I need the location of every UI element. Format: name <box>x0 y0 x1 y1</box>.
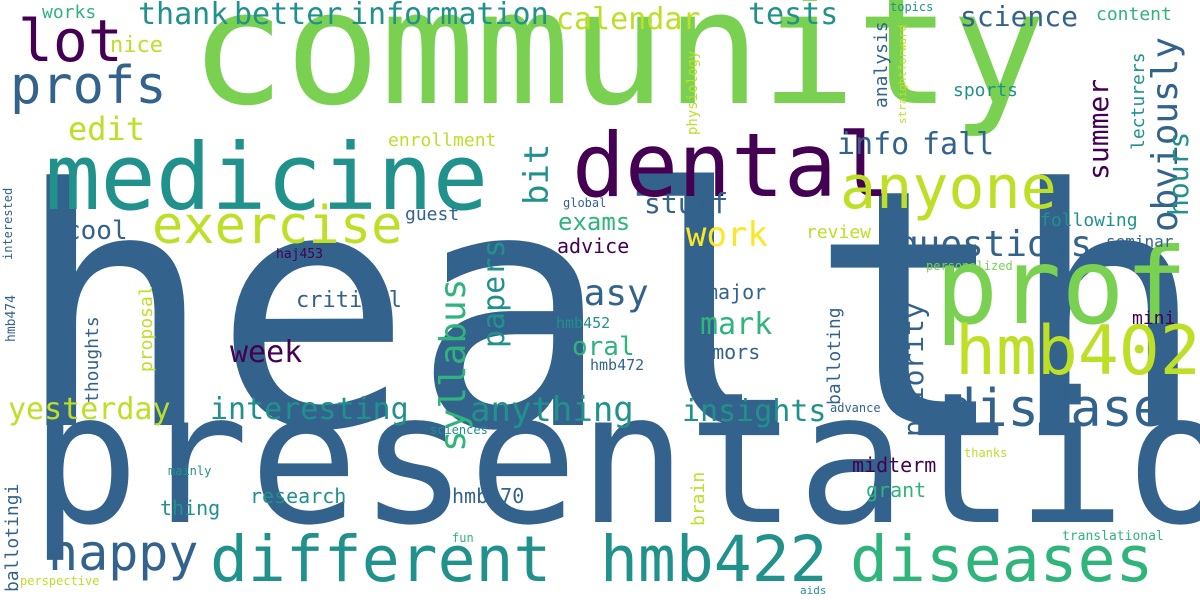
word-medicine: medicine <box>45 124 489 231</box>
word-advice: advice <box>557 234 630 258</box>
word-happy: happy <box>48 524 199 582</box>
word-presentation: presentation <box>30 353 1200 565</box>
word-thanks: thanks <box>964 446 1008 460</box>
word-advance: advance <box>830 401 881 415</box>
word-fun: fun <box>452 531 474 545</box>
word-hmb472: hmb472 <box>590 356 645 374</box>
word-thank: thank <box>138 0 229 32</box>
word-major: major <box>706 280 767 304</box>
word-perspective: perspective <box>20 574 100 588</box>
word-following: following <box>1040 210 1138 231</box>
word-personalized: personalized <box>926 259 1013 273</box>
word-mainly: mainly <box>168 464 212 478</box>
word-anything: anything <box>470 390 634 430</box>
word-easy: easy <box>562 273 649 314</box>
word-prof: prof <box>935 226 1188 348</box>
word-enrollment: enrollment <box>388 130 497 151</box>
word-grant: grant <box>866 478 927 502</box>
word-exercise: exercise <box>152 196 403 256</box>
word-critical: critical <box>296 288 402 313</box>
word-disease: disease <box>945 379 1165 439</box>
word-sports: sports <box>953 80 1019 101</box>
word-priority: priority <box>897 302 930 437</box>
word-calendar: calendar <box>556 2 701 37</box>
word-better: better <box>234 0 343 32</box>
word-tumors: tumors <box>688 340 761 364</box>
word-straightforward: straightforward <box>896 24 909 124</box>
word-dental: dental <box>572 114 890 217</box>
word-nice: nice <box>110 33 163 58</box>
word-hmb452: hmb452 <box>556 314 611 332</box>
word-summer: summer <box>1082 78 1115 180</box>
word-cool: cool <box>65 216 128 246</box>
word-topics: topics <box>890 0 934 14</box>
word-health: health <box>15 119 1200 503</box>
word-interested: interested <box>1 187 15 260</box>
word-aids: aids <box>800 584 827 597</box>
word-profs: profs <box>10 56 167 116</box>
word-edit: edit <box>68 110 146 148</box>
word-midterm: midterm <box>852 453 937 477</box>
word-mini: mini <box>1132 308 1176 329</box>
word-seminar: seminar <box>1106 232 1174 251</box>
word-balloting: balloting <box>824 307 845 405</box>
word-work: work <box>686 215 768 255</box>
word-brain: brain <box>688 471 709 526</box>
word-works: works <box>42 2 97 23</box>
word-haj453: haj453 <box>276 247 323 262</box>
word-analysis: analysis <box>871 21 892 108</box>
word-week: week <box>230 335 303 370</box>
word-lot: lot <box>18 7 123 75</box>
word-yesterday: yesterday <box>8 392 171 427</box>
word-research: research <box>250 484 347 508</box>
word-hmb474: hmb474 <box>4 295 19 342</box>
word-bit: bit <box>517 143 557 205</box>
word-mark: mark <box>700 307 773 342</box>
word-oral: oral <box>572 332 635 362</box>
word-community: community <box>190 0 1047 141</box>
word-interesting: interesting <box>210 392 409 427</box>
word-hmb470: hmb470 <box>452 484 525 508</box>
word-different: different <box>210 523 552 596</box>
word-questions: questions <box>897 224 1093 265</box>
word-info: info <box>837 127 910 162</box>
word-global: global <box>563 196 607 210</box>
word-stuff: stuff <box>644 187 729 220</box>
word-exams: exams <box>558 208 631 236</box>
word-diseases: diseases <box>850 523 1154 596</box>
word-fall: fall <box>922 127 995 162</box>
word-information: information <box>350 0 549 32</box>
word-lecturers: lecturers <box>1128 52 1149 150</box>
word-hours: hours <box>1162 131 1195 216</box>
word-sciences: sciences <box>430 423 488 437</box>
word-hmb402: hmb402 <box>955 312 1200 391</box>
word-translational: translational <box>1062 529 1164 544</box>
word-papers: papers <box>477 239 512 348</box>
word-hmb422: hmb422 <box>600 523 828 596</box>
word-science: science <box>960 0 1079 33</box>
word-proposal: proposal <box>136 285 157 372</box>
word-thoughts: thoughts <box>82 316 103 403</box>
word-thing: thing <box>160 496 221 520</box>
word-tests: tests <box>748 0 839 32</box>
word-physiology: physiology <box>685 50 701 135</box>
word-anyone: anyone <box>840 153 1057 223</box>
word-guest: guest <box>405 204 460 225</box>
word-review: review <box>806 222 872 243</box>
word-content: content <box>1096 4 1172 25</box>
word-insights: insights <box>682 394 827 429</box>
